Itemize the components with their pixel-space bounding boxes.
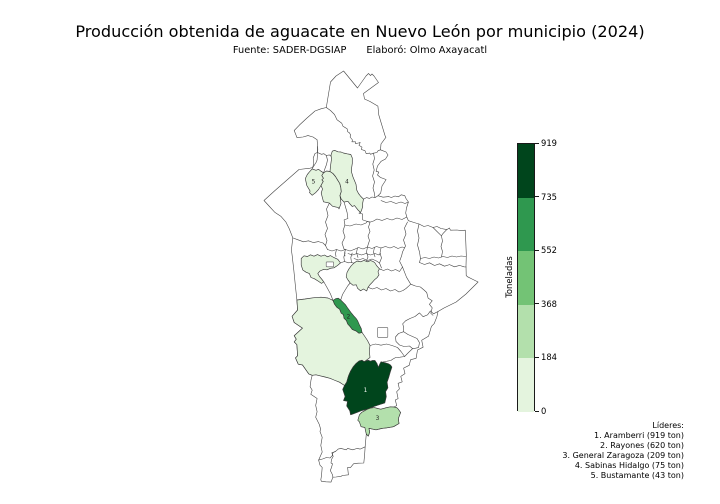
leaders-item: 3. General Zaragoza (209 ton): [562, 450, 684, 460]
colorbar-segment-0-184: [518, 358, 534, 412]
municipal-boundary-line: [379, 247, 382, 269]
municipal-boundary-line: [335, 249, 337, 257]
colorbar-tick-label-0: 0: [541, 405, 547, 416]
colorbar-tick-label-368: 368: [541, 298, 557, 309]
municipal-boundary-line: [324, 202, 330, 250]
municipal-boundary-line: [365, 246, 369, 263]
municipal-boundary-line: [323, 281, 334, 301]
municipal-boundary-line: [369, 343, 405, 357]
municipal-boundary-line: [373, 246, 376, 258]
municipal-boundaries: [292, 107, 467, 478]
municipal-boundary-line: [420, 255, 467, 259]
colorbar-tick-label-919: 919: [541, 137, 557, 148]
municipal-boundary-line: [327, 249, 355, 252]
colorbar-segment-368-552: [518, 251, 534, 305]
colorbar-tick-label-184: 184: [541, 352, 557, 363]
leaders-item: 5. Bustamante (43 ton): [590, 470, 684, 480]
map-label-3: 3: [376, 416, 380, 422]
municipal-boundary-line: [367, 283, 411, 293]
colorbar-tick: [535, 142, 539, 144]
municipal-boundary-line: [395, 331, 413, 349]
colorbar-axis-label: Toneladas: [504, 256, 514, 298]
municipal-boundary-line: [330, 451, 336, 478]
municipal-boundary-line: [323, 155, 328, 174]
leaders-annotation: Líderes: 1. Aramberri (919 ton) 2. Rayon…: [562, 421, 684, 481]
municipal-boundary-line: [318, 446, 366, 461]
municipal-boundary-line: [380, 200, 409, 204]
municipal-boundary-line: [363, 195, 379, 200]
municipal-boundary-line: [311, 152, 318, 170]
leaders-heading: Líderes:: [652, 420, 684, 430]
municipality-general-zaragoza: [357, 406, 401, 437]
map-label-2: 2: [347, 314, 351, 320]
map-label-1: 1: [364, 388, 368, 394]
municipal-boundary-line: [347, 252, 381, 256]
colorbar-tick: [535, 196, 539, 198]
colorbar-tick: [535, 303, 539, 305]
municipal-boundary-line: [292, 237, 326, 246]
municipality-bustamante: [304, 168, 324, 196]
subtitle: Fuente: SADER-DGSIAP Elaboró: Olmo Axaya…: [0, 45, 720, 57]
map-label-4: 4: [345, 179, 349, 185]
colorbar-tick: [535, 249, 539, 251]
map-label-5: 5: [312, 179, 316, 185]
municipal-boundary-line: [353, 258, 380, 264]
colorbar-segment-735-919: [518, 144, 534, 198]
colorbar-tick-label-735: 735: [541, 191, 557, 202]
municipality-santiago: [345, 260, 380, 292]
subtitle-source: Fuente: SADER-DGSIAP: [232, 45, 347, 56]
municipal-boundary-line: [379, 310, 439, 368]
colorbar-segment-552-735: [518, 197, 534, 252]
leaders-item: 4. Sabinas Hidalgo (75 ton): [574, 460, 684, 470]
colorbar-tick: [535, 357, 539, 358]
municipality-rayones: [332, 297, 363, 334]
municipal-boundary-line: [366, 216, 408, 223]
colorbar-segment-184-368: [518, 304, 534, 359]
colorbar: [517, 143, 535, 412]
colorbar-tick-label-552: 552: [541, 244, 557, 255]
subtitle-author: Elaboró: Olmo Axayacatl: [366, 45, 488, 56]
municipal-boundary-line: [344, 249, 346, 257]
leaders-item: 2. Rayones (620 ton): [600, 440, 684, 450]
municipal-boundary-line: [326, 107, 381, 155]
municipal-boundary-line: [344, 221, 368, 227]
page-title: Producción obtenida de aguacate en Nuevo…: [75, 22, 645, 41]
leaders-item: 1. Aramberri (919 ton): [594, 430, 684, 440]
municipality-aramberri: [342, 359, 393, 416]
municipal-boundary-line: [379, 266, 403, 272]
municipal-boundary-line: [356, 247, 359, 258]
municipal-boundary-line: [440, 235, 443, 258]
municipal-boundary-line: [340, 261, 355, 264]
municipality-sabinas-hidalgo: [329, 149, 364, 213]
municipal-boundary-line: [419, 262, 467, 268]
enclave-square-garcia: [325, 261, 334, 268]
municipal-boundary-line: [340, 282, 351, 301]
municipal-boundary-line: [358, 212, 371, 248]
municipal-boundary-line: [372, 152, 376, 198]
enclave-square-montemorelos: [377, 327, 389, 338]
colorbar-tick: [535, 410, 539, 412]
municipal-boundary-line: [343, 252, 346, 262]
